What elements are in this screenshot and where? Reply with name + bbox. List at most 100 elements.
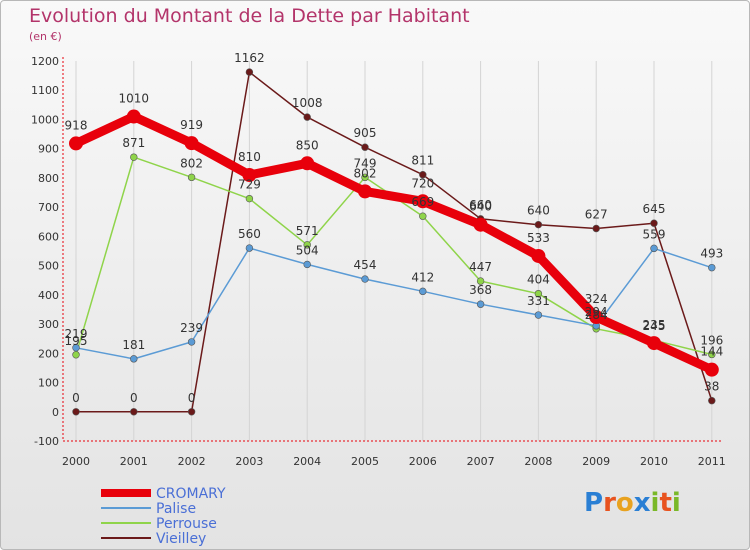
- x-tick-label: 2010: [640, 455, 668, 468]
- data-point: [361, 173, 369, 182]
- data-point: [245, 244, 254, 252]
- x-tick-label: 2007: [467, 455, 495, 468]
- data-point: [130, 408, 138, 416]
- data-point: [534, 311, 543, 319]
- data-label: 749: [354, 156, 377, 170]
- data-point: [589, 310, 604, 325]
- data-label: 454: [354, 258, 377, 272]
- data-label: 571: [296, 224, 319, 238]
- y-tick-label: 1000: [31, 113, 59, 126]
- data-point: [184, 136, 199, 151]
- data-point: [69, 136, 83, 151]
- data-label: 850: [296, 138, 319, 152]
- data-label: 720: [411, 176, 434, 190]
- y-tick-label: 300: [38, 318, 59, 331]
- data-label: 38: [704, 380, 719, 394]
- data-point: [647, 336, 661, 351]
- y-tick-label: 600: [38, 230, 59, 243]
- data-label: 331: [527, 294, 550, 308]
- y-tick-label: 500: [38, 260, 59, 273]
- data-point: [534, 220, 543, 229]
- data-point: [72, 408, 80, 416]
- data-point: [303, 241, 311, 249]
- logo-letter: r: [603, 488, 616, 518]
- axes: [62, 57, 721, 442]
- y-tick-label: 1100: [31, 84, 59, 97]
- data-label: 447: [469, 260, 492, 274]
- data-point: [708, 396, 716, 405]
- x-tick-label: 2005: [351, 455, 379, 468]
- data-point: [72, 344, 80, 352]
- data-label: 284: [585, 308, 608, 322]
- data-point: [187, 408, 196, 416]
- data-label: 811: [411, 154, 434, 168]
- logo-letter: i: [671, 488, 681, 518]
- data-label: 645: [643, 202, 666, 216]
- series-line-cromary: [74, 112, 714, 374]
- x-tick-label: 2003: [235, 455, 263, 468]
- data-point: [419, 212, 427, 220]
- data-label: 669: [411, 195, 434, 209]
- data-point: [704, 362, 719, 377]
- data-label: 412: [411, 270, 434, 284]
- logo-letter: x: [633, 488, 651, 518]
- x-tick-label: 2000: [62, 455, 90, 468]
- x-tick-label: 2011: [698, 455, 726, 468]
- data-point: [708, 263, 716, 272]
- x-tick-labels: 2000 2001 2002 2003 2004 2005 2006 2007 2008 2009…: [62, 455, 726, 468]
- data-label: 368: [469, 283, 492, 297]
- data-point: [361, 275, 369, 283]
- legend-label: Palise: [156, 501, 196, 517]
- data-label: 181: [122, 338, 145, 352]
- y-tick-label: 400: [38, 289, 59, 302]
- data-label: 504: [296, 243, 319, 257]
- data-label: 919: [180, 118, 203, 132]
- series-points: [69, 68, 719, 416]
- data-label: 235: [643, 318, 666, 332]
- data-point: [303, 113, 311, 121]
- data-label: 196: [700, 333, 723, 347]
- data-label: 871: [122, 136, 145, 150]
- x-tick-label: 2001: [120, 455, 148, 468]
- series-line-vieilley: [76, 71, 713, 413]
- data-labels: 918 1010 919 810 850 802 720 640 533 324 235 144 219…: [65, 51, 724, 405]
- data-label: 810: [238, 150, 261, 164]
- logo-letter: P: [584, 488, 604, 518]
- data-label: 0: [72, 391, 80, 405]
- series-line-palise: [75, 247, 713, 360]
- x-tick-label: 2002: [178, 455, 206, 468]
- data-point: [130, 355, 138, 363]
- logo-letter: o: [615, 488, 634, 518]
- data-point: [415, 194, 430, 209]
- data-label: 294: [585, 305, 608, 319]
- proxiti-logo: Proxiti: [584, 488, 681, 518]
- chart-subtitle: (en €): [29, 30, 62, 43]
- x-tick-label: 2008: [524, 455, 552, 468]
- logo-letter: i: [650, 488, 660, 518]
- y-tick-label: 1200: [31, 55, 59, 68]
- data-point: [534, 289, 543, 298]
- x-tick-label: 2006: [409, 455, 437, 468]
- data-label: 640: [469, 200, 492, 214]
- x-tick-label: 2004: [293, 455, 321, 468]
- data-point: [245, 194, 254, 203]
- data-label: 559: [643, 227, 666, 241]
- data-point: [476, 300, 485, 308]
- data-point: [361, 143, 369, 151]
- data-label: 493: [700, 247, 723, 261]
- legend-label: Perrouse: [156, 516, 217, 532]
- data-point: [303, 260, 311, 269]
- data-label: 640: [527, 204, 550, 218]
- data-point: [592, 224, 600, 233]
- data-label: 324: [585, 292, 608, 306]
- data-point: [419, 287, 427, 296]
- data-label: 560: [238, 227, 261, 241]
- data-label: 918: [65, 118, 88, 132]
- data-label: 802: [180, 156, 203, 170]
- data-point: [126, 109, 141, 124]
- series-lines: [74, 71, 714, 413]
- data-point: [187, 338, 196, 346]
- data-point: [419, 171, 427, 179]
